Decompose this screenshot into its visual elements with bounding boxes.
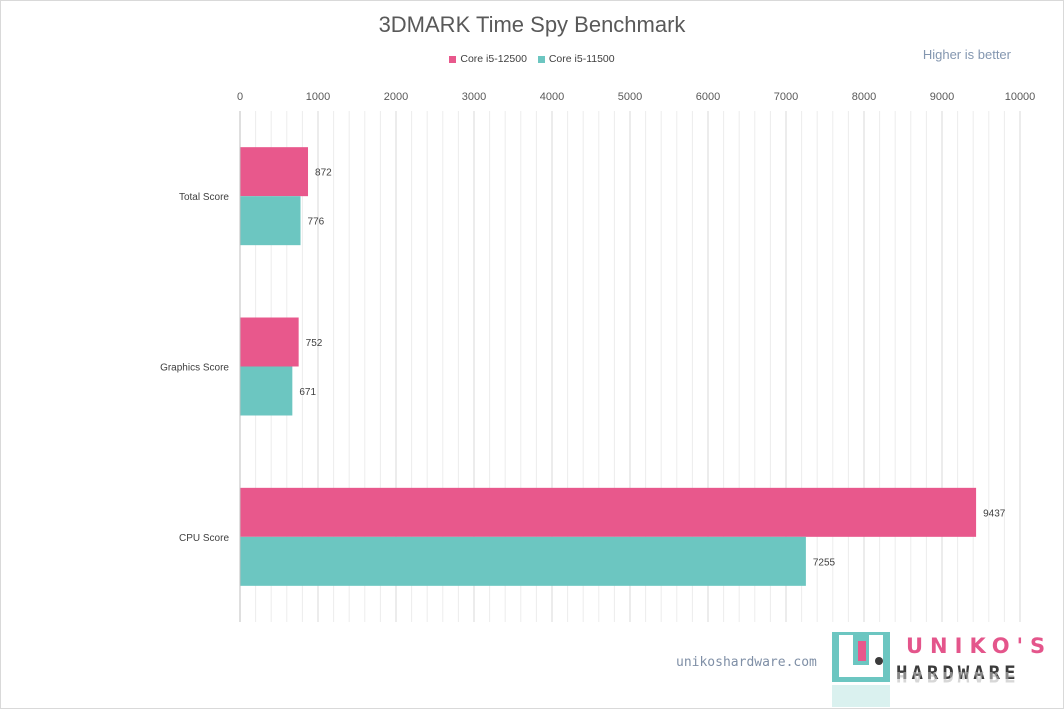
legend-item-series-1: Core i5-12500 [449,53,527,65]
bar-series-1 [240,487,977,537]
legend-swatch-series-1 [449,55,457,63]
bar-series-1 [240,147,309,197]
bar-series-2 [240,196,301,246]
data-label: 776 [308,217,325,228]
brand-name: UNIKO'S [906,634,1053,658]
x-tick-label: 3000 [462,91,486,103]
x-tick-label: 1000 [306,91,330,103]
legend-swatch-series-2 [537,55,545,63]
x-tick-label: 4000 [540,91,564,103]
data-label: 872 [315,168,332,179]
bar-series-2 [240,536,806,586]
x-tick-label: 7000 [774,91,798,103]
x-tick-label: 6000 [696,91,720,103]
brand-subtitle-reflection: HARDWARE [896,672,1020,686]
x-tick-label: 10000 [1005,91,1036,103]
data-label: 9437 [983,508,1006,519]
watermark-site: unikoshardware.com [676,655,817,670]
x-tick-label: 0 [237,91,243,103]
data-label: 752 [306,338,323,349]
bar-series-1 [240,317,299,367]
category-label: CPU Score [179,533,229,544]
legend-label-series-2: Core i5-11500 [548,53,615,65]
category-label: Total Score [179,192,229,203]
higher-is-better-note: Higher is better [922,47,1011,62]
brand-subtitle: HARDWARE [896,662,1020,684]
uniko-logo-icon [832,632,890,707]
chart-title: 3DMARK Time Spy Benchmark [378,12,686,37]
data-label: 671 [299,387,316,398]
legend: Core i5-12500 Core i5-11500 [0,53,1064,66]
bar-series-2 [240,366,293,416]
x-tick-label: 9000 [930,91,954,103]
legend-item-series-2: Core i5-11500 [537,53,615,65]
category-label: Graphics Score [160,363,229,374]
legend-label-series-1: Core i5-12500 [460,53,527,65]
x-tick-label: 5000 [618,91,642,103]
x-tick-label: 2000 [384,91,408,103]
data-label: 7255 [813,557,836,568]
x-tick-label: 8000 [852,91,876,103]
